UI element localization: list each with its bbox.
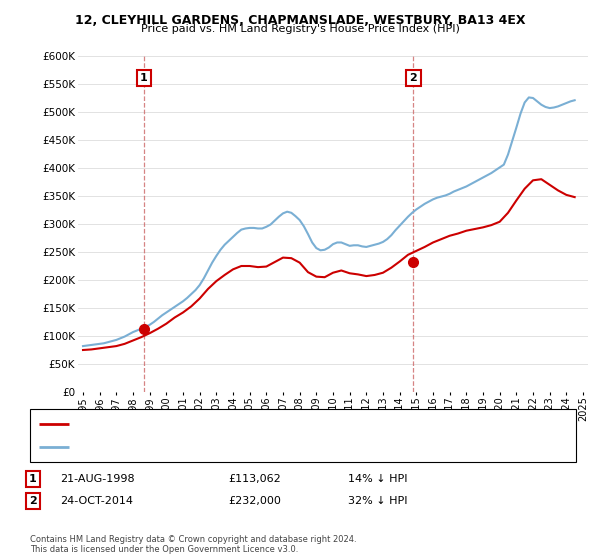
Text: 24-OCT-2014: 24-OCT-2014 (60, 496, 133, 506)
Text: 12, CLEYHILL GARDENS, CHAPMANSLADE, WESTBURY, BA13 4EX: 12, CLEYHILL GARDENS, CHAPMANSLADE, WEST… (75, 14, 525, 27)
Text: 12, CLEYHILL GARDENS, CHAPMANSLADE, WESTBURY, BA13 4EX (detached house): 12, CLEYHILL GARDENS, CHAPMANSLADE, WEST… (75, 419, 481, 429)
Text: £113,062: £113,062 (228, 474, 281, 484)
Text: Price paid vs. HM Land Registry's House Price Index (HPI): Price paid vs. HM Land Registry's House … (140, 24, 460, 34)
Text: 2: 2 (29, 496, 37, 506)
Text: £232,000: £232,000 (228, 496, 281, 506)
Text: 14% ↓ HPI: 14% ↓ HPI (348, 474, 407, 484)
Text: Contains HM Land Registry data © Crown copyright and database right 2024.
This d: Contains HM Land Registry data © Crown c… (30, 535, 356, 554)
Text: HPI: Average price, detached house, Wiltshire: HPI: Average price, detached house, Wilt… (75, 442, 299, 452)
Text: 21-AUG-1998: 21-AUG-1998 (60, 474, 134, 484)
Text: 32% ↓ HPI: 32% ↓ HPI (348, 496, 407, 506)
Text: 2: 2 (409, 73, 417, 83)
Text: 1: 1 (140, 73, 148, 83)
Text: 1: 1 (29, 474, 37, 484)
